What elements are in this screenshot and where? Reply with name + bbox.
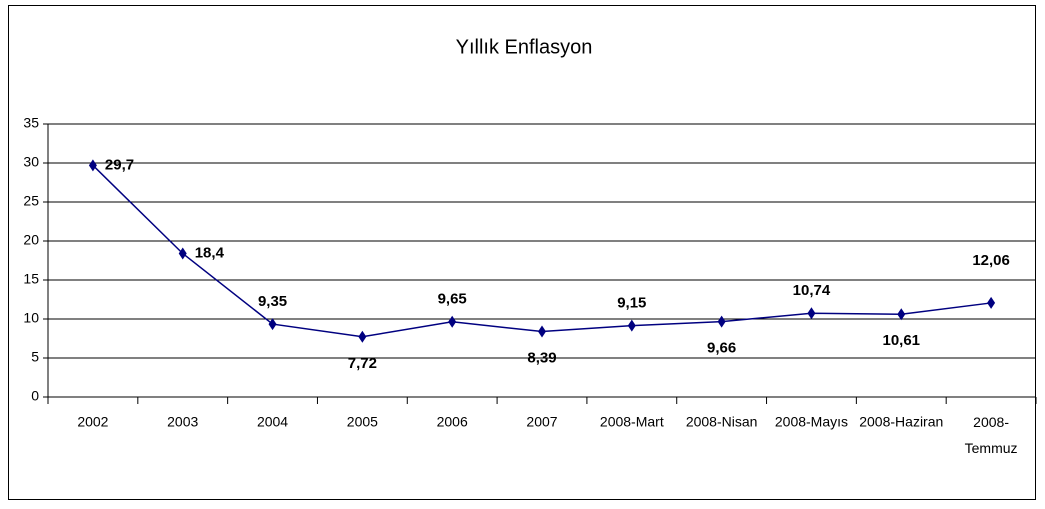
x-tick-label: 2004 [257, 414, 288, 430]
x-tick-label: 2003 [167, 414, 198, 430]
marker [358, 330, 367, 343]
x-tick-label: 2008- Temmuz [965, 414, 1018, 456]
marker [448, 315, 457, 328]
value-label: 10,74 [793, 282, 831, 299]
y-tick-label: 5 [31, 349, 39, 365]
value-label: 18,4 [195, 244, 225, 261]
y-tick-label: 10 [23, 310, 39, 326]
x-tick-label: 2006 [437, 414, 468, 430]
x-tick-label: 2002 [77, 414, 108, 430]
y-tick-label: 0 [31, 388, 39, 404]
x-tick-label: 2008-Nisan [686, 414, 758, 430]
value-label: 10,61 [882, 332, 920, 349]
y-tick-label: 30 [23, 154, 39, 170]
y-tick-label: 25 [23, 193, 39, 209]
x-tick-label-line: Temmuz [965, 440, 1018, 456]
marker [538, 325, 546, 338]
value-label: 9,35 [258, 293, 287, 310]
marker [178, 247, 187, 260]
x-tick-label: 2008-Mayıs [775, 414, 848, 430]
y-tick-label: 20 [23, 232, 39, 248]
marker [807, 307, 816, 320]
x-tick-label: 2008-Mart [600, 414, 664, 430]
marker [88, 159, 97, 172]
marker [268, 318, 277, 331]
marker [717, 315, 726, 328]
value-label: 9,15 [617, 295, 646, 312]
x-tick-label: 2005 [347, 414, 378, 430]
value-label: 8,39 [527, 350, 556, 367]
x-tick-label: 2008-Haziran [859, 414, 943, 430]
x-tick-label-line: 2008- [973, 414, 1009, 430]
x-tick-label: 2007 [526, 414, 557, 430]
value-label: 12,06 [972, 252, 1010, 269]
value-label: 9,66 [707, 340, 736, 357]
y-tick-label: 35 [23, 115, 39, 131]
y-tick-label: 15 [23, 271, 39, 287]
value-label: 29,7 [105, 156, 134, 173]
chart-title: Yıllık Enflasyon [456, 36, 593, 58]
value-label: 9,65 [438, 291, 467, 308]
marker [987, 296, 996, 309]
marker [627, 319, 636, 332]
value-label: 7,72 [348, 355, 377, 372]
marker [897, 308, 906, 321]
